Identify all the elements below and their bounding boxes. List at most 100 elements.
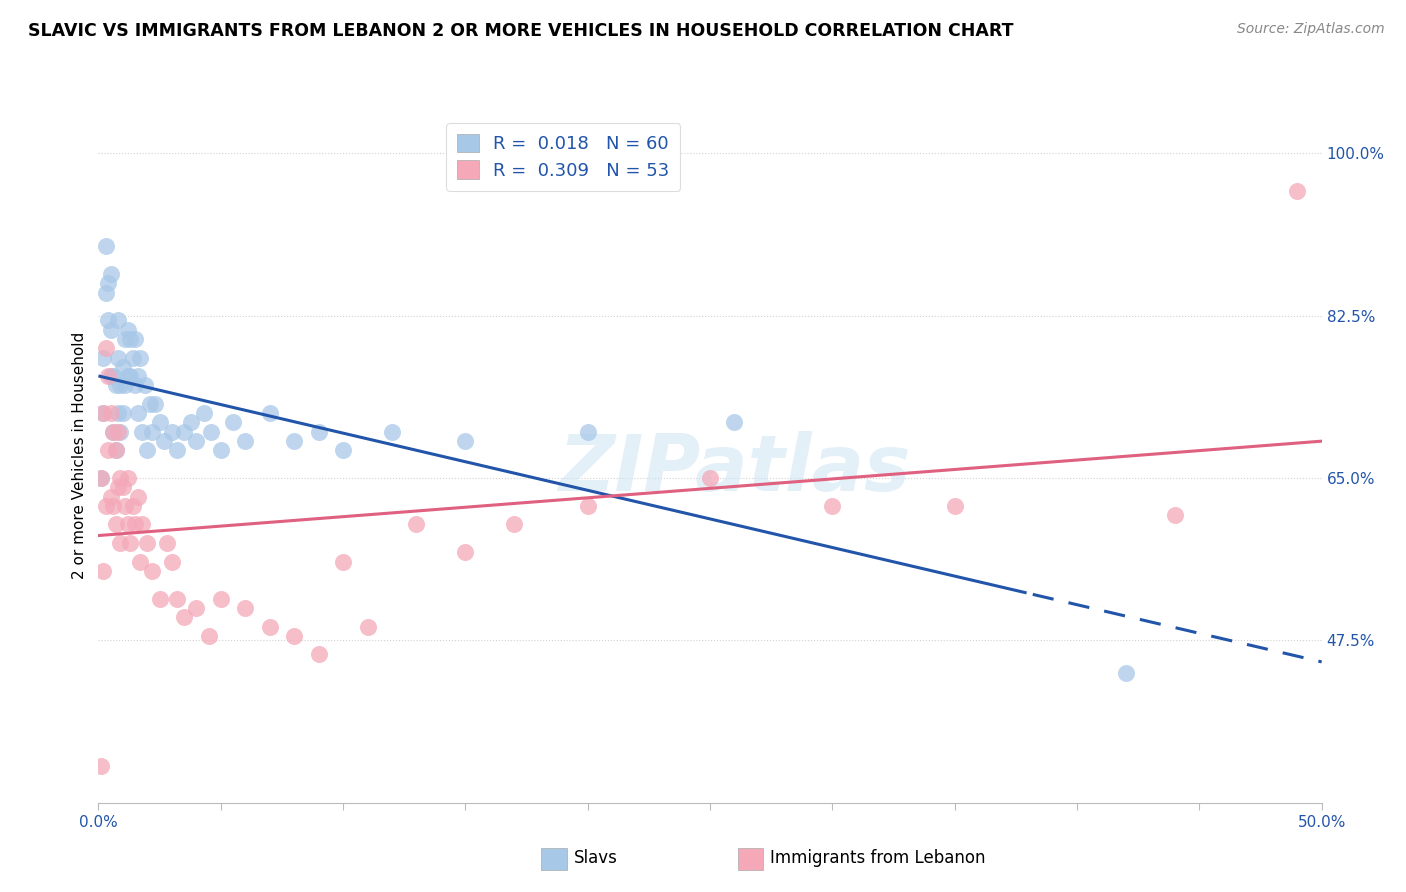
Point — [200, 425, 222, 439]
Point — [114, 499, 136, 513]
Point — [209, 443, 232, 458]
Point — [1286, 184, 1309, 198]
Point — [114, 378, 136, 392]
Text: Source: ZipAtlas.com: Source: ZipAtlas.com — [1237, 22, 1385, 37]
Point — [101, 425, 124, 439]
Point — [454, 434, 477, 448]
Point — [120, 536, 142, 550]
Point — [283, 629, 305, 643]
Point — [110, 425, 132, 439]
Point — [97, 443, 120, 458]
Point — [127, 490, 149, 504]
Point — [100, 267, 122, 281]
Point — [124, 378, 146, 392]
Point — [110, 471, 132, 485]
Point — [332, 443, 354, 458]
Point — [308, 648, 330, 662]
Point — [94, 499, 117, 513]
Point — [94, 239, 117, 253]
Point — [141, 564, 163, 578]
Point — [124, 517, 146, 532]
Point — [149, 416, 172, 430]
Point — [197, 629, 219, 643]
Point — [111, 480, 134, 494]
Point — [117, 323, 139, 337]
Text: SLAVIC VS IMMIGRANTS FROM LEBANON 2 OR MORE VEHICLES IN HOUSEHOLD CORRELATION CH: SLAVIC VS IMMIGRANTS FROM LEBANON 2 OR M… — [28, 22, 1014, 40]
Point — [180, 416, 202, 430]
Point — [381, 425, 404, 439]
Point — [94, 285, 117, 300]
Point — [124, 332, 146, 346]
Point — [136, 443, 159, 458]
Point — [127, 406, 149, 420]
Point — [222, 416, 245, 430]
Point — [117, 471, 139, 485]
Point — [100, 406, 122, 420]
Point — [139, 397, 162, 411]
Point — [97, 369, 120, 384]
Point — [1115, 665, 1137, 680]
Point — [127, 369, 149, 384]
Point — [160, 425, 183, 439]
Point — [173, 610, 195, 624]
Point — [166, 443, 188, 458]
Legend: R =  0.018   N = 60, R =  0.309   N = 53: R = 0.018 N = 60, R = 0.309 N = 53 — [446, 123, 681, 191]
Point — [90, 758, 112, 772]
Point — [97, 277, 120, 291]
Point — [121, 499, 143, 513]
Point — [503, 517, 526, 532]
Point — [1164, 508, 1187, 523]
Point — [90, 471, 112, 485]
Text: Slavs: Slavs — [574, 849, 617, 867]
Point — [405, 517, 427, 532]
Point — [104, 378, 127, 392]
Point — [259, 406, 281, 420]
Point — [576, 425, 599, 439]
Point — [283, 434, 305, 448]
Point — [111, 359, 134, 374]
Point — [131, 425, 153, 439]
Point — [186, 601, 208, 615]
Point — [259, 619, 281, 633]
Point — [160, 555, 183, 569]
Point — [107, 425, 129, 439]
Point — [121, 351, 143, 365]
Point — [120, 369, 142, 384]
Point — [153, 434, 176, 448]
Point — [117, 369, 139, 384]
Point — [308, 425, 330, 439]
Point — [332, 555, 354, 569]
Point — [129, 555, 152, 569]
Point — [699, 471, 721, 485]
Point — [173, 425, 195, 439]
Point — [166, 591, 188, 606]
Point — [209, 591, 232, 606]
Y-axis label: 2 or more Vehicles in Household: 2 or more Vehicles in Household — [72, 331, 87, 579]
Point — [101, 499, 124, 513]
Point — [193, 406, 215, 420]
Point — [101, 369, 124, 384]
Point — [107, 406, 129, 420]
Point — [120, 332, 142, 346]
Point — [186, 434, 208, 448]
Point — [107, 313, 129, 327]
Point — [91, 406, 114, 420]
Point — [100, 369, 122, 384]
Point — [94, 341, 117, 355]
Point — [233, 601, 256, 615]
Point — [104, 517, 127, 532]
Point — [356, 619, 378, 633]
Point — [97, 313, 120, 327]
Point — [104, 443, 127, 458]
Point — [131, 517, 153, 532]
Point — [91, 406, 114, 420]
Point — [233, 434, 256, 448]
Point — [134, 378, 156, 392]
Point — [141, 425, 163, 439]
Point — [117, 517, 139, 532]
Point — [149, 591, 172, 606]
Point — [723, 416, 745, 430]
Point — [91, 564, 114, 578]
Point — [156, 536, 179, 550]
Point — [454, 545, 477, 559]
